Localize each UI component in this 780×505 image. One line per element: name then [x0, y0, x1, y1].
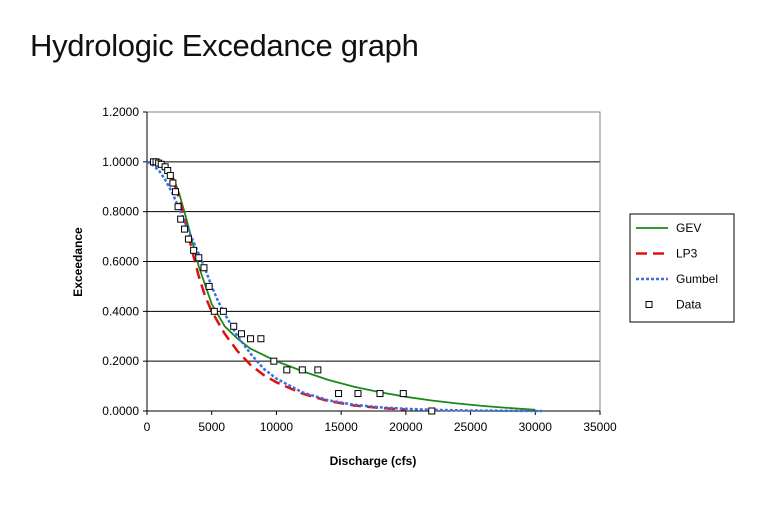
- data-point: [166, 172, 174, 180]
- data-point: [247, 335, 255, 343]
- data-point: [270, 357, 278, 365]
- y-tick-label: 0.8000: [102, 205, 139, 219]
- data-point: [237, 330, 245, 338]
- data-point: [200, 264, 208, 272]
- data-point: [257, 335, 265, 343]
- data-point: [171, 188, 179, 196]
- legend-label-gev: GEV: [676, 221, 701, 235]
- x-tick-label: 15000: [324, 420, 358, 434]
- x-tick-label: 10000: [260, 420, 294, 434]
- data-point: [169, 179, 177, 187]
- data-point: [399, 390, 407, 398]
- x-tick-label: 5000: [198, 420, 225, 434]
- x-tick-label: 25000: [454, 420, 488, 434]
- data-point: [354, 390, 362, 398]
- y-axis-label: Exceedance: [71, 227, 85, 297]
- y-tick-label: 1.0000: [102, 155, 139, 169]
- y-tick-label: 0.4000: [102, 304, 139, 318]
- data-point: [219, 307, 227, 315]
- legend-label-data: Data: [676, 298, 702, 312]
- data-point: [428, 407, 436, 415]
- data-point: [283, 366, 291, 374]
- x-tick-label: 0: [144, 420, 151, 434]
- series-layer: [146, 158, 542, 415]
- data-point: [335, 390, 343, 398]
- legend-label-lp3: LP3: [676, 247, 698, 261]
- axes-layer: [143, 111, 601, 415]
- x-tick-label: 35000: [583, 420, 617, 434]
- x-axis-label: Discharge (cfs): [330, 454, 417, 468]
- data-point: [298, 366, 306, 374]
- grid-layer: [147, 161, 600, 362]
- data-point: [181, 225, 189, 233]
- data-point: [190, 246, 198, 254]
- data-point: [177, 215, 185, 223]
- legend-swatch-data: [645, 301, 653, 308]
- x-tick-label: 30000: [519, 420, 553, 434]
- ticks-layer: 0.0000 0.2000 0.4000 0.6000 0.8000 1.0000 1.20…: [102, 105, 617, 434]
- legend-label-gumbel: Gumbel: [676, 272, 718, 286]
- data-point: [376, 390, 384, 398]
- slide-title: Hydrologic Excedance graph: [30, 28, 419, 63]
- data-point: [230, 322, 238, 330]
- data-point: [184, 235, 192, 243]
- legend: GEV LP3 Gumbel Data: [629, 213, 735, 323]
- y-tick-label: 0.2000: [102, 354, 139, 368]
- y-tick-label: 0.6000: [102, 255, 139, 269]
- data-point: [205, 282, 213, 290]
- y-tick-label: 0.0000: [102, 404, 139, 418]
- data-point: [174, 203, 182, 211]
- data-point: [195, 254, 203, 262]
- y-tick-label: 1.2000: [102, 105, 139, 119]
- data-point: [314, 366, 322, 374]
- x-tick-label: 20000: [389, 420, 423, 434]
- data-point: [210, 307, 218, 315]
- series-line-lp3: [153, 160, 406, 411]
